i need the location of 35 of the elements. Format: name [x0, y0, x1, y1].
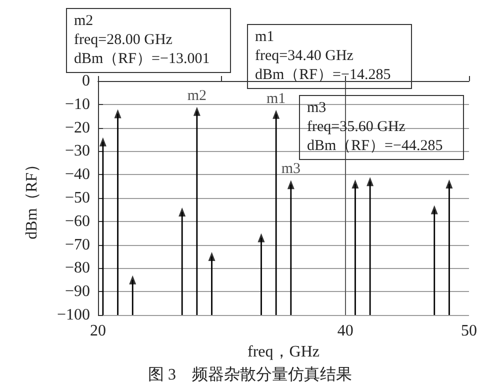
annotation: m2 [187, 88, 207, 104]
point [352, 179, 359, 188]
y-tick-label: −50 [64, 190, 90, 206]
annotation: m1 freq=34.40 GHz dBm（RF）=−14.285 [247, 24, 412, 89]
y-tick-label: 0 [82, 72, 90, 90]
point [193, 106, 200, 116]
annotation: m1 [266, 90, 286, 107]
y-tick-label: −90 [64, 283, 90, 300]
x-tick-label: 20 [90, 322, 106, 340]
point [446, 179, 453, 188]
y-tick-label: −70 [64, 236, 90, 254]
y-axis-title: dBm（RF） [24, 156, 40, 240]
y-tick-label: −10 [64, 96, 90, 113]
text: 图 3 频器杂散分量仿真结果 [148, 366, 352, 384]
y-tick-label: −40 [64, 166, 90, 184]
point [208, 252, 216, 261]
point [272, 110, 280, 119]
point [287, 180, 294, 190]
text: m2 freq=28.00 GHz dBm（RF）=−13.001 [66, 8, 231, 73]
y-tick-label: −100 [56, 306, 90, 324]
x-tick-label: 40 [337, 322, 354, 340]
y-tick-label: −30 [64, 142, 90, 160]
point [258, 233, 265, 242]
point [99, 137, 106, 146]
point [114, 109, 122, 118]
x-tick-label: 50 [461, 322, 477, 340]
annotation: m3 [281, 161, 301, 178]
point [129, 275, 136, 284]
point [430, 205, 438, 214]
y-tick-label: −60 [64, 212, 90, 230]
x-axis-title: freq，GHz [248, 343, 320, 360]
point [178, 208, 186, 217]
y-tick-label: −20 [64, 119, 90, 136]
y-tick-label: −80 [64, 260, 90, 277]
point [366, 177, 374, 186]
